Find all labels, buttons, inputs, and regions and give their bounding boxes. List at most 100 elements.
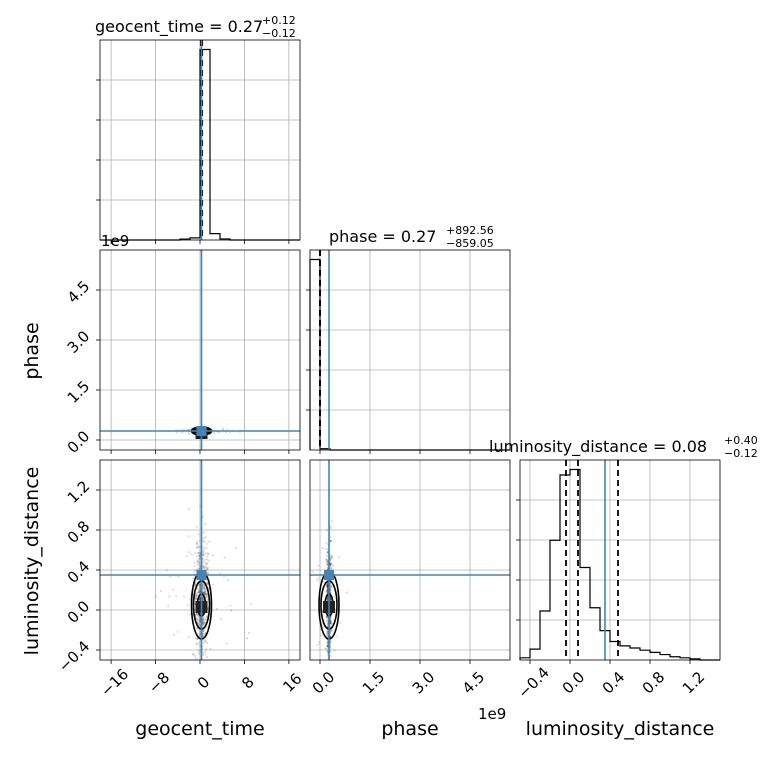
sample-point [202, 539, 205, 542]
ytick-label-phase-3: 4.5 [64, 277, 94, 307]
sample-point [197, 551, 200, 555]
sample-point [220, 618, 223, 621]
sample-point [196, 637, 199, 640]
sample-point [190, 553, 193, 556]
sample-point [204, 562, 207, 566]
sample-point [197, 533, 200, 536]
sample-point [326, 642, 329, 645]
sample-point [205, 565, 208, 568]
sample-point [325, 584, 329, 587]
sample-point [166, 569, 169, 572]
xtick-label-geocent_time-3: 8 [238, 673, 257, 692]
sample-point [326, 585, 329, 588]
sample-point [202, 565, 205, 569]
sample-point [201, 597, 204, 600]
xtick-label-geocent_time-2: 0 [194, 673, 213, 692]
sample-point [326, 584, 329, 588]
sample-point [326, 554, 329, 557]
sample-point [182, 595, 186, 598]
sample-point [205, 596, 208, 599]
sample-point [203, 565, 206, 569]
sample-point [326, 559, 329, 562]
sample-point [326, 586, 329, 589]
sample-point [198, 619, 201, 622]
sample-point [205, 558, 208, 561]
sample-point [196, 559, 199, 562]
sample-point [330, 620, 333, 623]
sample-point [203, 541, 206, 544]
sample-point [250, 603, 253, 606]
sample-point [196, 643, 199, 646]
sample-point [207, 559, 210, 562]
sample-point [204, 590, 207, 593]
sample-point [202, 586, 205, 589]
sample-point [326, 644, 329, 647]
sample-point [330, 621, 333, 624]
sample-point [197, 590, 200, 593]
sample-point [201, 622, 204, 626]
sample-point [325, 547, 329, 551]
sample-point [202, 546, 206, 549]
sample-point [204, 552, 207, 555]
sample-point [330, 555, 333, 558]
sample-point [196, 568, 199, 571]
sample-point [205, 641, 209, 645]
sample-point [205, 555, 208, 558]
sample-point [195, 598, 198, 601]
sample-point [206, 561, 209, 565]
sample-point [197, 641, 200, 645]
sample-point [326, 585, 329, 588]
sample-point [204, 640, 207, 643]
sample-point [330, 629, 333, 632]
sample-point [172, 588, 175, 591]
sample-point [326, 650, 329, 653]
sample-point [202, 590, 205, 593]
sample-point [196, 563, 199, 566]
sample-point [198, 617, 201, 620]
sample-point [194, 597, 197, 601]
sample-point [213, 432, 216, 435]
sample-point [322, 625, 325, 628]
sample-point [198, 585, 201, 588]
frame-layer [96, 39, 721, 664]
sample-point [205, 581, 208, 584]
sample-point [198, 567, 201, 570]
sample-point [203, 618, 206, 621]
sample-point [338, 556, 341, 559]
sample-point [325, 620, 328, 623]
sample-point [172, 633, 176, 636]
xtick-label-geocent_time-4: 16 [279, 670, 305, 696]
sample-point [203, 566, 206, 569]
sample-point [326, 641, 329, 644]
sample-point [198, 619, 201, 622]
sample-point [203, 621, 206, 624]
sample-point [198, 545, 201, 549]
sample-point [329, 617, 332, 620]
sample-point [329, 557, 332, 560]
sample-point [331, 556, 334, 560]
sample-point [329, 640, 332, 643]
sample-point [317, 564, 320, 567]
sample-point [206, 582, 209, 585]
sample-point [329, 597, 332, 600]
sample-point [326, 644, 329, 648]
sample-point [326, 590, 329, 594]
title-luminosity-distance-plus: +0.40 [724, 434, 758, 447]
sample-point [329, 562, 332, 565]
sample-point [211, 554, 214, 557]
sample-point [325, 541, 328, 544]
sample-point [195, 597, 198, 600]
sample-point [187, 535, 190, 538]
sample-point [326, 560, 329, 563]
xtick-label-luminosity_distance-2: 0.4 [599, 668, 629, 698]
sample-point [155, 595, 158, 598]
sample-point [198, 620, 201, 623]
sample-point [326, 589, 329, 592]
sample-point [229, 604, 232, 607]
sample-point [329, 539, 332, 542]
sample-point [195, 616, 198, 619]
sample-point [192, 572, 195, 575]
sample-point [191, 653, 194, 656]
xlabel-phase: phase [381, 718, 438, 740]
